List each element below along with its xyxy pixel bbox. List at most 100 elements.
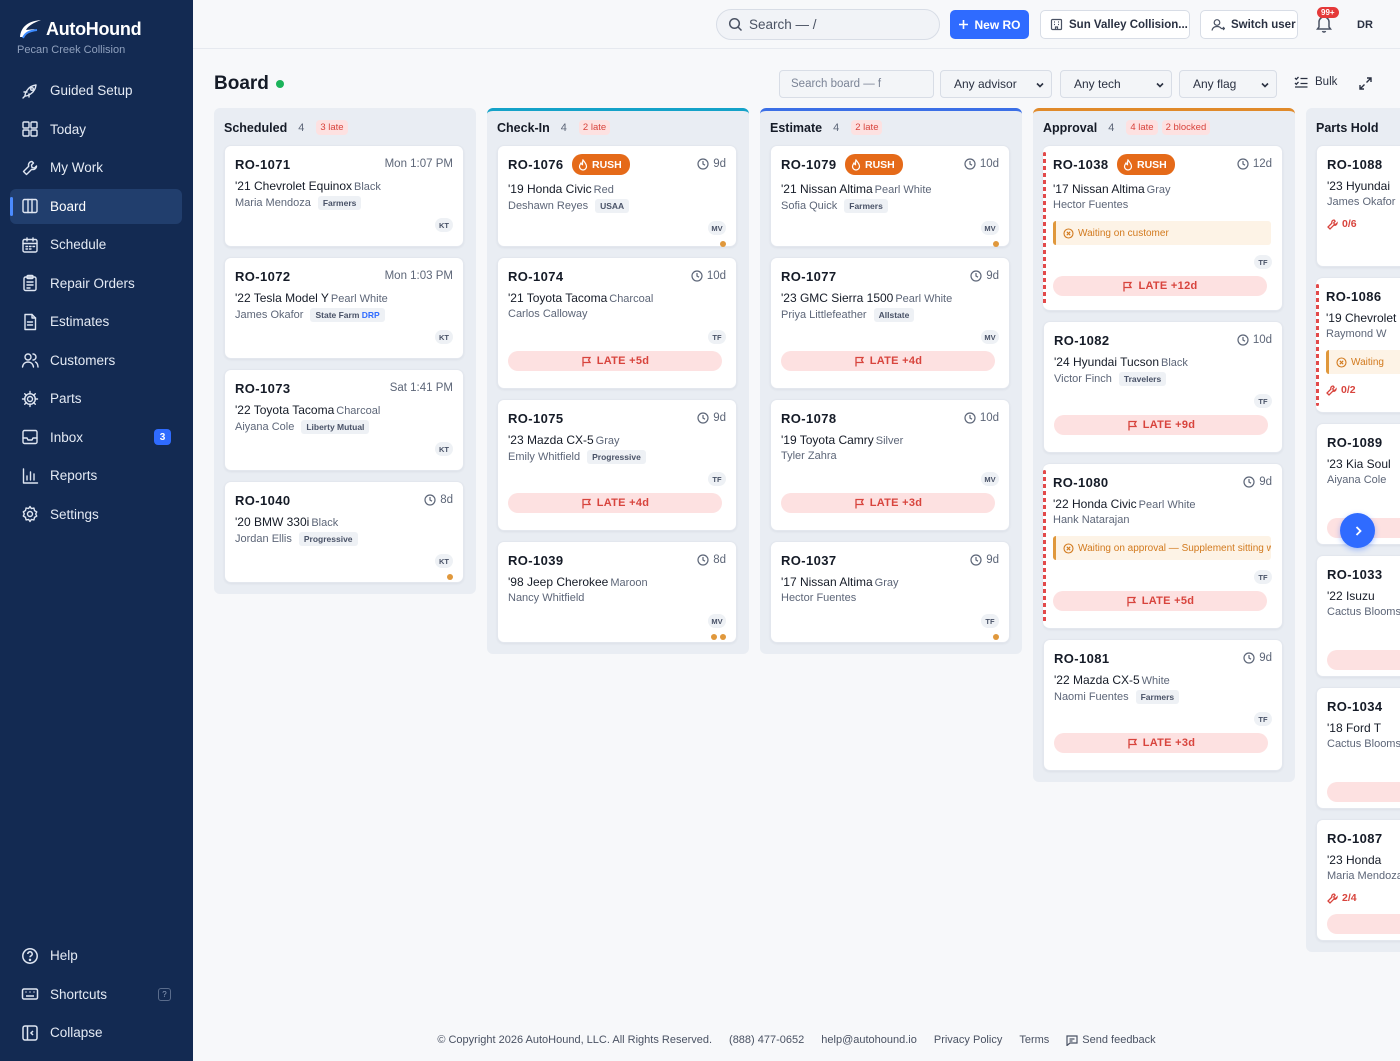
flag-filter-select[interactable]: Any flag: [1179, 70, 1277, 98]
customer: Emily Whitfield Progressive: [508, 450, 646, 464]
ro-card[interactable]: RO-1072 Mon 1:03 PM '22 Tesla Model Y Pearl…: [224, 257, 464, 359]
ro-card[interactable]: RO-1073 Sat 1:41 PM '22 Toyota Tacoma Charc…: [224, 369, 464, 471]
ro-card[interactable]: RO-1078 10d '19 Toyota Camry Silver Tyler Za…: [770, 399, 1010, 531]
ro-card[interactable]: RO-1080 9d '22 Honda Civic Pearl White Hank …: [1043, 463, 1283, 629]
tech-avatar: MV: [708, 614, 726, 628]
user-avatar[interactable]: DR: [1357, 18, 1373, 31]
ro-card[interactable]: RO-1040 8d '20 BMW 330i Black Jordan Ellis Pr…: [224, 481, 464, 583]
scroll-right-button[interactable]: [1340, 513, 1375, 548]
advisor-filter-select[interactable]: Any advisor: [940, 70, 1052, 98]
ro-card[interactable]: RO-1074 10d '21 Toyota Tacoma Charcoal Carlo…: [497, 257, 737, 389]
sidebar-item-schedule[interactable]: Schedule: [10, 227, 182, 262]
wrench-icon: [1326, 384, 1337, 396]
ro-card[interactable]: RO-1081 9d '22 Mazda CX-5 White Naomi Fuente…: [1043, 639, 1283, 771]
sidebar-item-parts[interactable]: Parts: [10, 381, 182, 416]
sidebar-item-reports[interactable]: Reports: [10, 458, 182, 493]
terms-link[interactable]: Terms: [1019, 1034, 1050, 1046]
ro-card[interactable]: RO-1039 8d '98 Jeep Cherokee Maroon Nancy Wh…: [497, 541, 737, 643]
late-label: LATE +4d: [596, 497, 650, 509]
tech-avatar: MV: [981, 221, 999, 235]
sidebar-item-settings[interactable]: Settings: [10, 497, 182, 532]
switch-user-button[interactable]: Switch user: [1200, 10, 1298, 39]
card-meta-text: Mon 1:03 PM: [384, 270, 453, 282]
board-search-input[interactable]: Search board — f: [779, 70, 934, 98]
card-meta: 9d: [970, 270, 999, 282]
shortcuts-link[interactable]: Shortcuts ?: [10, 977, 182, 1012]
fullscreen-button[interactable]: [1359, 77, 1372, 90]
sidebar-item-customers[interactable]: Customers: [10, 343, 182, 378]
status-dot: [993, 241, 999, 247]
bulk-select-button[interactable]: Bulk: [1294, 76, 1337, 88]
insurer-badge: Progressive: [298, 532, 358, 546]
shortcuts-label: Shortcuts: [50, 986, 108, 1002]
email-link[interactable]: help@autohound.io: [821, 1034, 917, 1046]
ro-card[interactable]: RO-1037 9d '17 Nissan Altima Gray Hector Fue…: [770, 541, 1010, 643]
ro-card[interactable]: RO-1034 '18 Ford T Cactus Blooms: [1316, 687, 1400, 809]
waiting-icon: [1063, 227, 1074, 239]
sidebar-item-my-work[interactable]: My Work: [10, 150, 182, 185]
customer: Hector Fuentes: [781, 592, 856, 604]
waiting-banner: Waiting: [1326, 350, 1400, 374]
ro-card[interactable]: RO-1082 10d '24 Hyundai Tucson Black Victor …: [1043, 321, 1283, 453]
global-search-input[interactable]: Search — /: [716, 9, 940, 40]
search-icon: [728, 17, 743, 32]
vehicle-color: Silver: [875, 435, 904, 447]
column-count: 4: [1108, 121, 1115, 134]
ro-card[interactable]: RO-1075 9d '23 Mazda CX-5 Gray Emily Whitfie…: [497, 399, 737, 531]
sidebar-item-label: Customers: [50, 352, 116, 368]
sidebar-item-label: Guided Setup: [50, 83, 133, 98]
ro-card[interactable]: RO-1077 9d '23 GMC Sierra 1500 Pearl White P…: [770, 257, 1010, 389]
ro-card[interactable]: RO-1071 Mon 1:07 PM '21 Chevrolet Equinox B…: [224, 145, 464, 247]
ro-card[interactable]: RO-1087 '23 Honda Maria Mendoza 2/4: [1316, 819, 1400, 941]
privacy-link[interactable]: Privacy Policy: [933, 1034, 1003, 1046]
clock-icon: [1243, 652, 1255, 664]
waiting-text: Waiting on customer: [1078, 227, 1169, 239]
brand-logo[interactable]: AutoHound: [17, 14, 142, 44]
help-link[interactable]: Help: [10, 938, 182, 973]
customer: James Okafor State Farm DRP: [235, 308, 385, 322]
clock-icon: [697, 158, 709, 170]
copyright-text: © Copyright 2026 AutoHound, LLC. All Rig…: [437, 1034, 713, 1046]
ro-card[interactable]: RO-1086 '19 Chevrolet Raymond W Waiting 0/2: [1316, 277, 1400, 413]
phone-link[interactable]: (888) 477-0652: [729, 1034, 805, 1046]
sidebar-item-guided-setup[interactable]: Guided Setup: [10, 73, 182, 108]
sidebar-item-label: My Work: [50, 160, 103, 175]
vehicle-color: White: [1141, 675, 1170, 687]
user-switch-icon: [1211, 18, 1225, 31]
vehicle: '22 Tesla Model Y Pearl White: [235, 291, 388, 305]
status-dot: [993, 634, 999, 640]
sidebar-item-repair-orders[interactable]: Repair Orders: [10, 266, 182, 301]
customer-name: Hector Fuentes: [1053, 199, 1129, 211]
ro-card[interactable]: RO-1079 RUSH 10d '21 Nissan Altima Pearl Whi…: [770, 145, 1010, 247]
clock-icon: [691, 270, 703, 282]
vehicle-color: Pearl White: [895, 293, 953, 305]
send-feedback-link[interactable]: Send feedback: [1066, 1034, 1156, 1046]
board-column-check-in: Check-In 4 2 late RO-1076 RUSH 9d '19 Honda Ci…: [487, 108, 749, 654]
customer-name: Jordan Ellis: [235, 533, 292, 545]
sidebar-item-board[interactable]: Board: [10, 188, 182, 224]
rush-label: RUSH: [865, 158, 895, 171]
ro-card[interactable]: RO-1033 '22 Isuzu Cactus Blooms: [1316, 555, 1400, 677]
vehicle: '23 Hyundai: [1327, 179, 1390, 193]
ro-card[interactable]: RO-1088 '23 Hyundai James Okafor 0/6: [1316, 145, 1400, 267]
help-icon: [21, 947, 39, 965]
tech-avatar: MV: [981, 330, 999, 344]
tech-filter-select[interactable]: Any tech: [1060, 70, 1172, 98]
location-switcher[interactable]: Sun Valley Collision...: [1040, 10, 1190, 39]
insurer-name: Liberty Mutual: [306, 422, 365, 432]
column-title: Estimate: [770, 120, 823, 135]
card-meta: Mon 1:03 PM: [385, 270, 453, 282]
insurer-name: Travelers: [1123, 374, 1162, 384]
ro-card[interactable]: RO-1038 RUSH 12d '17 Nissan Altima Gray Hecto…: [1043, 145, 1283, 311]
sidebar-item-today[interactable]: Today: [10, 112, 182, 147]
inbox-count-badge: 3: [154, 429, 171, 445]
sidebar-item-inbox[interactable]: Inbox 3: [10, 420, 182, 455]
vehicle: '17 Nissan Altima Gray: [1053, 182, 1171, 196]
ro-card[interactable]: RO-1076 RUSH 9d '19 Honda Civic Red Deshawn R…: [497, 145, 737, 247]
new-ro-button[interactable]: New RO: [950, 10, 1029, 39]
sidebar-item-estimates[interactable]: Estimates: [10, 304, 182, 339]
rush-label: RUSH: [592, 158, 622, 171]
insurer-badge: Liberty Mutual: [301, 420, 370, 434]
collapse-button[interactable]: Collapse: [10, 1015, 182, 1050]
card-meta-text: Sat 1:41 PM: [389, 382, 453, 394]
